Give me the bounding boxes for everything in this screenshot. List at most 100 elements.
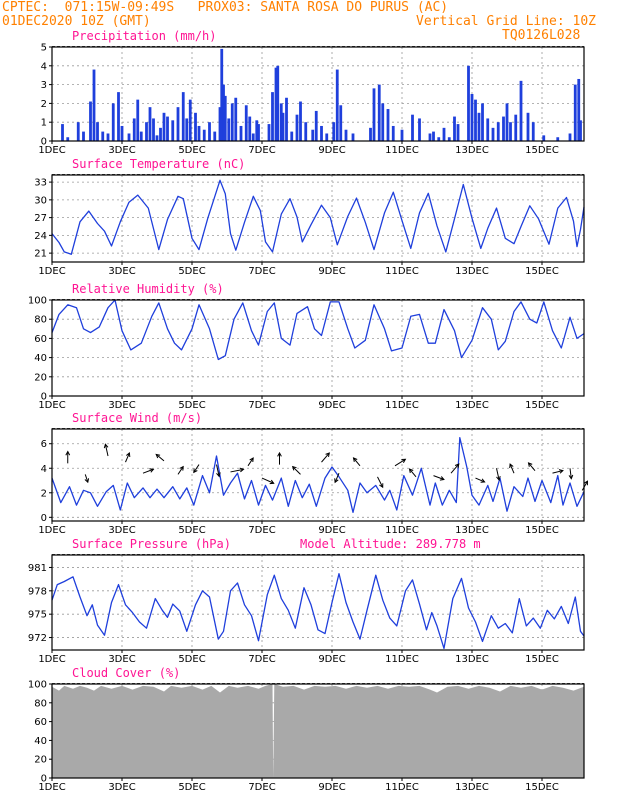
precip-bar [418, 118, 421, 141]
precip-bar [556, 137, 560, 141]
precip-x-tick: 3DEC [108, 145, 135, 156]
header-line-1: CPTEC: 071:15W-09:49S PROX03: SANTA ROSA… [2, 0, 449, 15]
rh-title: Relative Humidity (%) [72, 282, 224, 296]
rh-y-tick: 100 [28, 296, 47, 307]
precip-bar [267, 124, 271, 141]
wind-arrow [177, 466, 184, 475]
wind-arrow-head [239, 467, 245, 473]
rh-x-tick: 1DEC [38, 400, 65, 411]
precip-bar [290, 131, 294, 141]
cloud-x-tick: 7DEC [248, 782, 275, 793]
rh-frame [51, 299, 585, 397]
wind-arrow-head [149, 468, 155, 473]
precip-bar [136, 99, 140, 141]
cloud-frame [51, 683, 585, 779]
wind-x-tick: 1DEC [38, 525, 65, 536]
precip-bar [185, 118, 189, 141]
cloud-x-tick: 3DEC [108, 782, 135, 793]
wind-arrow [230, 468, 244, 473]
cloud-y-tick: 0 [41, 774, 47, 785]
precip-bar [220, 48, 224, 141]
wind-arrow-head [379, 483, 384, 489]
precip-bar [311, 129, 315, 141]
rh-x-tick: 11DEC [385, 400, 419, 411]
pres-series-line [51, 573, 585, 650]
precip-bar [82, 131, 85, 141]
wind-series-line [51, 436, 585, 514]
wind-arrow [353, 457, 361, 467]
precip-bar [531, 122, 535, 141]
wind-y-tick: 2 [41, 488, 47, 499]
wind-arrow-head [325, 452, 330, 458]
wind-arrow-head [334, 478, 339, 484]
pres-x-tick: 1DEC [38, 654, 65, 665]
precip-bar [456, 124, 460, 141]
precip-bar [339, 105, 343, 141]
precip-bar [453, 116, 456, 141]
precip-bar [139, 131, 143, 141]
wind-arrow-head [583, 480, 589, 486]
wind-arrow [433, 475, 445, 480]
precip-bar [132, 118, 136, 141]
precip-bar [213, 131, 217, 141]
wind-arrow [142, 468, 154, 474]
wind-x-tick: 5DEC [178, 525, 205, 536]
rh-y-tick: 80 [34, 315, 47, 326]
wind-arrow-head [408, 468, 414, 474]
temp-x-tick: 1DEC [38, 266, 65, 277]
precip-bar [181, 92, 185, 141]
precip-bar [381, 103, 385, 141]
precip-bar [502, 116, 505, 141]
wind-arrow [155, 454, 165, 462]
precip-bar [474, 99, 477, 141]
wind-arrow-head [249, 457, 254, 463]
precip-bar [279, 103, 283, 141]
wind-arrow [409, 468, 417, 478]
cloud-x-tick: 15DEC [525, 782, 559, 793]
precip-bar [526, 112, 530, 141]
cloud-cover-area [52, 684, 584, 778]
wind-arrow [261, 477, 274, 484]
precip-x-tick: 11DEC [385, 145, 419, 156]
precip-bar [369, 127, 372, 141]
precip-bar [276, 65, 280, 141]
precip-bar [101, 131, 105, 141]
precip-title: Precipitation (mm/h) [72, 29, 217, 43]
pres-x-tick: 9DEC [318, 654, 345, 665]
precip-bar [281, 112, 285, 141]
wind-arrow-head [568, 474, 574, 480]
wind-arrow-head [84, 478, 90, 484]
precip-bar [162, 112, 166, 141]
precip-x-tick: 9DEC [318, 145, 345, 156]
precip-bar [542, 135, 546, 141]
precip-x-tick: 1DEC [38, 145, 65, 156]
pres-x-tick: 7DEC [248, 654, 275, 665]
pres-x-tick: 5DEC [178, 654, 205, 665]
precip-bar [152, 118, 155, 141]
precip-bar [202, 129, 206, 141]
precip-bar [391, 125, 395, 141]
precip-bar [222, 84, 225, 141]
wind-x-tick: 13DEC [455, 525, 489, 536]
temp-y-tick: 21 [34, 249, 47, 260]
header-date: 01DEC2020 10Z (GMT) [2, 14, 151, 29]
rh-y-tick: 20 [34, 372, 47, 383]
precip-bar [251, 133, 255, 141]
wind-arrow-head [155, 453, 161, 459]
wind-arrow [394, 458, 406, 467]
pres-x-tick: 13DEC [455, 654, 489, 665]
precip-x-tick: 5DEC [178, 145, 205, 156]
wind-arrow-head [509, 463, 514, 469]
precip-bar [496, 122, 500, 141]
precip-bar [442, 127, 446, 141]
precip-bar [325, 133, 329, 141]
precip-bar [106, 133, 110, 141]
precip-bar [145, 122, 148, 141]
precip-x-tick: 13DEC [455, 145, 489, 156]
wind-arrow-head [454, 463, 460, 469]
wind-arrow [581, 480, 588, 491]
wind-arrow-head [480, 478, 486, 483]
precip-bar [111, 103, 115, 141]
precip-bar [411, 114, 414, 141]
